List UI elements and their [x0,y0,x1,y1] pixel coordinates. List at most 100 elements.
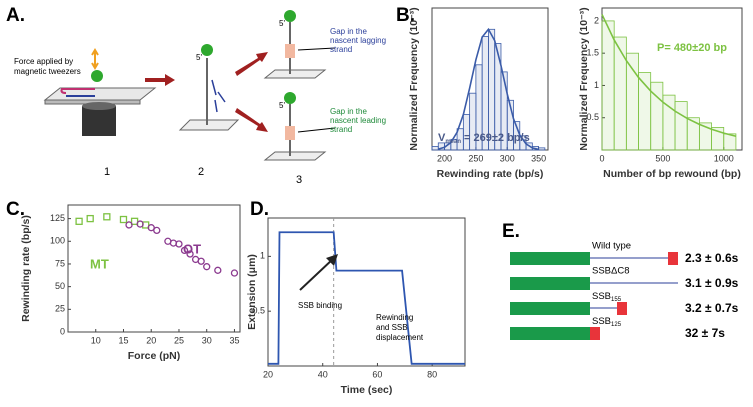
x-axis-label: Time (sec) [341,384,393,396]
construct-time: 2.3 ± 0.6s [685,251,739,265]
step-label: 1 [104,166,110,178]
lagging-label: nascent lagging [330,36,386,45]
domain [510,302,590,315]
y-tick-label: 0.5 [252,306,265,316]
magnet-top [82,102,116,110]
x-tick-label: 20 [263,369,273,379]
point [175,240,183,248]
five-prime: 5' [196,53,202,62]
y-tick-label: 125 [50,213,65,223]
x-tick-label: 20 [146,335,156,345]
construct-time: 32 ± 7s [685,326,725,340]
point [103,213,111,221]
fit-curve [601,14,737,138]
x-tick-label: 500 [655,153,670,163]
histogram-bar [674,101,688,151]
point [119,215,128,224]
bead [284,92,296,104]
x-axis-label: Rewinding rate (bp/s) [437,168,544,180]
bead [91,70,103,82]
step-label: 2 [198,166,204,178]
y-tick-label: 2 [594,15,599,25]
c-terminus [590,327,600,340]
y-tick-label: 1.5 [586,48,599,58]
point [197,257,205,265]
arrow [235,52,268,76]
leading-label: nascent leading [330,116,386,125]
y-tick-label: 50 [55,281,65,291]
histogram-bar [601,20,615,151]
fit-curve [438,27,539,151]
gap [285,126,295,140]
construct-label: SSB155 [592,291,622,303]
y-tick-label: 0 [60,326,65,336]
x-tick-label: 300 [500,153,515,163]
histogram-bar [538,147,546,151]
domain [510,277,590,290]
y-tick-label: 100 [50,236,65,246]
x-tick-label: 25 [174,335,184,345]
point [214,266,222,274]
annotation: P= 480±20 bp [657,42,727,54]
panel-letter: A. [6,5,25,26]
x-tick-label: 250 [468,153,483,163]
x-tick-label: 1000 [714,153,734,163]
arrow [299,257,335,291]
series-label: MT [90,256,109,271]
five-prime: 5' [279,19,285,28]
c-terminus [668,252,678,265]
point [180,246,189,255]
y-tick-label: 1 [594,80,599,90]
histogram-bar [431,146,439,151]
bead [284,10,296,22]
domain [510,252,590,265]
y-axis-label: Normalized Frequency (10⁻³) [578,7,590,150]
panel-letter: B. [396,5,415,26]
lagging-label: strand [330,45,352,54]
arrow [145,74,175,86]
x-tick-label: 0 [599,153,604,163]
point [130,217,139,225]
point [75,217,83,225]
force-label: Force applied by [14,57,73,66]
point [203,263,211,271]
arrow [235,108,268,132]
x-tick-label: 40 [318,369,328,379]
arrow-head [326,254,338,266]
histogram-bar [686,117,700,151]
x-tick-label: 35 [229,335,239,345]
panel-letter: D. [250,199,269,220]
dna-hairpin [60,88,95,94]
gap [285,44,295,58]
x-tick-label: 80 [427,369,437,379]
x-axis-label: Force (pN) [128,350,181,362]
x-tick-label: 15 [118,335,128,345]
panel-letter: E. [502,221,520,242]
domain [510,327,590,340]
construct-label: SSBΔC8 [592,266,630,277]
y-tick-label: 75 [55,258,65,268]
histogram-bar [613,36,627,151]
surface [263,69,327,79]
x-axis-label: Number of bp rewound (bp) [603,168,741,180]
annotation-text: V [438,132,446,144]
x-tick-label: 30 [202,335,212,345]
leading-label: strand [330,125,352,134]
point [186,250,194,258]
y-axis-label: Extension (μm) [246,254,258,330]
diagram-e: Wild type 2.3 ± 0.6s SSBΔC8 3.1 ± 0.9s S… [510,241,739,340]
strands [211,79,226,113]
surface [178,119,240,131]
trace [268,231,465,365]
slide-edge [44,99,141,105]
y-axis-label: Rewinding rate (bp/s) [20,215,32,322]
y-tick-label: 0.5 [586,112,599,122]
x-tick-label: 10 [91,335,101,345]
annotation: and SSB [376,323,408,332]
point [125,221,133,229]
x-tick-label: 200 [437,153,452,163]
point [147,224,155,232]
step-label: 3 [296,174,302,186]
lagging-label: Gap in the [330,27,367,36]
